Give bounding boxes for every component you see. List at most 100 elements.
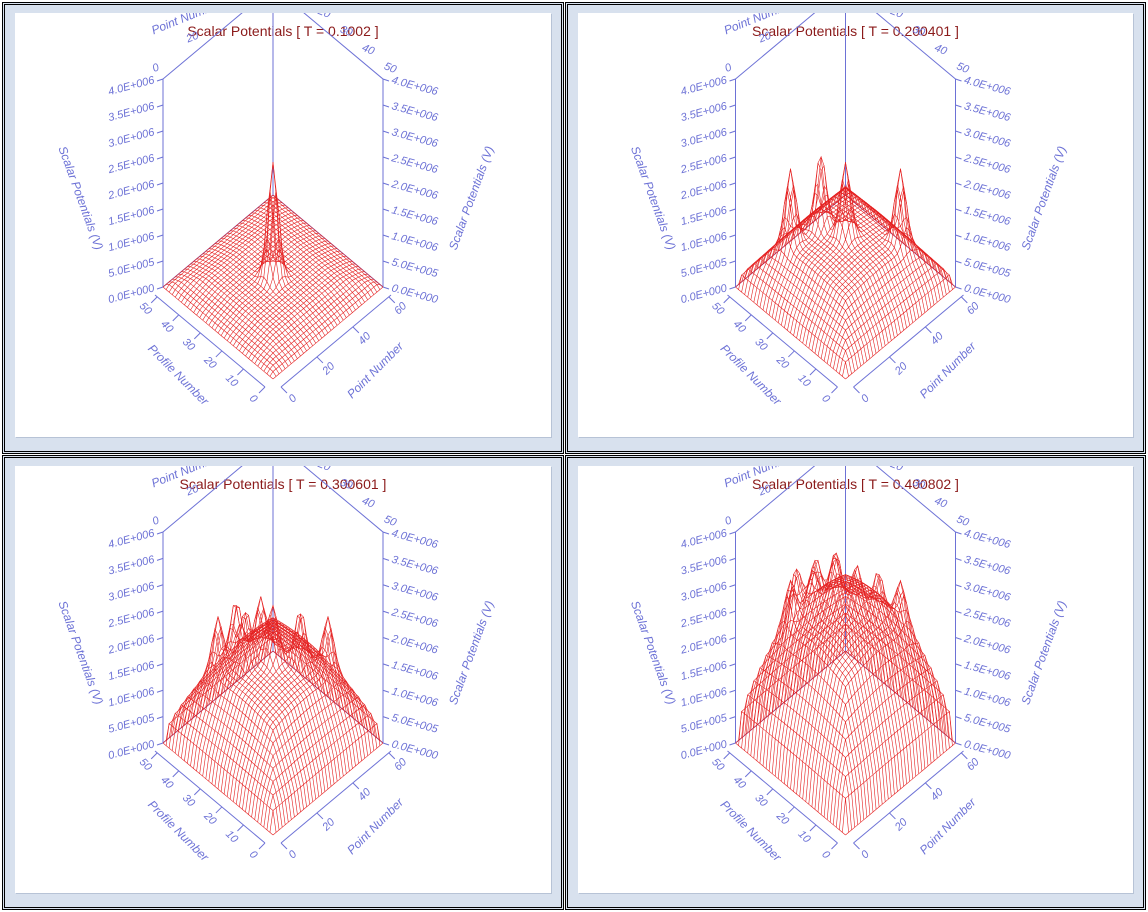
back-profile-tick-label: 30 (338, 24, 355, 40)
point-tick-label: 0 (859, 392, 872, 405)
z-tick-left (156, 182, 164, 186)
z-tick-left (729, 531, 736, 535)
z-tick-left (729, 104, 736, 108)
mesh-line (266, 199, 378, 293)
z-tick-right (382, 689, 390, 693)
z-tick-left (729, 742, 736, 746)
mesh-line (836, 603, 947, 751)
mesh-line (260, 204, 372, 298)
back-right-top-edge (303, 13, 384, 80)
z-tick-label-right: 4.0E+006 (963, 74, 1013, 98)
mesh-line (845, 194, 956, 288)
z-tick-left (729, 156, 736, 160)
profile-tick-label: 0 (247, 392, 260, 405)
plot-panel-t4: Scalar Potentials [ T = 0.400802 ] 0 10 20… (565, 455, 1146, 910)
z-tick-label-left: 3.5E+006 (107, 100, 157, 124)
mesh-line (181, 680, 292, 820)
point-axis-line (853, 294, 964, 388)
mesh-line (239, 258, 350, 352)
z-tick-label-right: 1.5E+006 (390, 204, 440, 228)
z-tick-label-right: 1.0E+006 (963, 686, 1013, 710)
z-tick-right (382, 584, 390, 588)
profile-axis-line (727, 294, 838, 388)
point-axis-tick (925, 782, 932, 790)
z-tick-right (955, 584, 962, 588)
back-profile-tick-label: 50 (382, 60, 399, 76)
back-profile-tick-label: 40 (360, 495, 377, 511)
z-tick-label-right: 1.0E+006 (963, 230, 1013, 254)
plot-title: Scalar Potentials [ T = 0.200401 ] (752, 23, 959, 39)
profile-axis-tick (215, 806, 223, 814)
mesh-line (174, 204, 286, 298)
z-tick-label-left: 0.0E+000 (679, 282, 729, 306)
profile-tick-label: 0 (247, 848, 260, 861)
z-axis-title-right: Scalar Potentials (V) (1018, 144, 1069, 252)
z-tick-right (382, 78, 390, 82)
mesh-line (272, 194, 384, 288)
point-axis-tick (316, 356, 324, 364)
back-profile-tick-label: 30 (911, 24, 928, 40)
z-tick-right (955, 182, 962, 186)
z-tick-left (156, 260, 164, 264)
z-tick-label-right: 4.0E+006 (390, 527, 440, 551)
mesh-line (178, 207, 289, 300)
back-right-top-edge (875, 466, 956, 533)
back-profile-tick-label: 30 (911, 477, 928, 493)
mesh-line (738, 274, 849, 377)
point-axis-tick (352, 782, 360, 790)
z-tick-left (156, 104, 164, 108)
mesh-line (254, 619, 365, 759)
z-tick-right (382, 260, 390, 264)
z-tick-label-left: 5.0E+005 (107, 256, 157, 280)
z-tick-left (729, 78, 736, 82)
z-tick-label-left: 5.0E+005 (107, 712, 157, 736)
mesh-line (735, 650, 846, 744)
back-profile-tick-label: 20 (888, 466, 906, 474)
z-tick-right (955, 610, 962, 614)
point-axis-tick (960, 296, 968, 304)
profile-axis-tick (766, 332, 774, 340)
profile-axis-title: Profile Number (145, 342, 212, 409)
back-point-tick-label: 40 (221, 13, 238, 15)
mesh-line (833, 595, 944, 754)
z-tick-label-left: 2.0E+006 (106, 178, 157, 202)
mesh-line (738, 624, 849, 746)
z-tick-label-right: 3.5E+006 (963, 554, 1013, 578)
surface-mesh (162, 596, 384, 836)
z-tick-label-right: 2.0E+006 (389, 178, 440, 202)
plot-title: Scalar Potentials [ T = 0.300601 ] (179, 476, 387, 492)
mesh-line (171, 627, 283, 751)
mesh-line (202, 227, 313, 321)
z-axis-title-left: Scalar Potentials (V) (55, 144, 106, 252)
mesh-line (162, 650, 274, 744)
mesh-line (168, 631, 280, 749)
z-tick-label-right: 3.5E+006 (390, 554, 440, 578)
back-profile-tick-label: 50 (382, 513, 399, 529)
mesh-line (184, 268, 295, 362)
z-tick-left (729, 286, 736, 290)
surface-mesh (735, 552, 956, 836)
z-tick-label-left: 2.0E+006 (106, 633, 157, 657)
profile-axis-tick (744, 314, 752, 322)
z-axis-title-left: Scalar Potentials (V) (55, 599, 106, 707)
profile-axis-tick (258, 842, 266, 850)
z-tick-left (156, 208, 164, 212)
z-axis-title-left: Scalar Potentials (V) (628, 599, 679, 707)
profile-axis-tick (172, 314, 180, 322)
point-axis-tick (316, 812, 324, 820)
profile-axis-title: Profile Number (718, 798, 785, 865)
point-axis-tick (388, 296, 396, 304)
z-tick-left (729, 663, 736, 667)
z-tick-right (955, 689, 962, 693)
mesh-line (747, 595, 858, 754)
z-tick-right (955, 78, 962, 82)
z-tick-label-left: 1.5E+006 (107, 659, 157, 683)
profile-axis-tick (809, 824, 817, 832)
point-axis-tick (352, 326, 360, 334)
z-tick-label-right: 3.5E+006 (390, 100, 440, 124)
mesh-line (802, 223, 913, 344)
mesh-line (269, 197, 381, 290)
mesh-line (833, 667, 944, 825)
mesh-line (765, 184, 877, 354)
